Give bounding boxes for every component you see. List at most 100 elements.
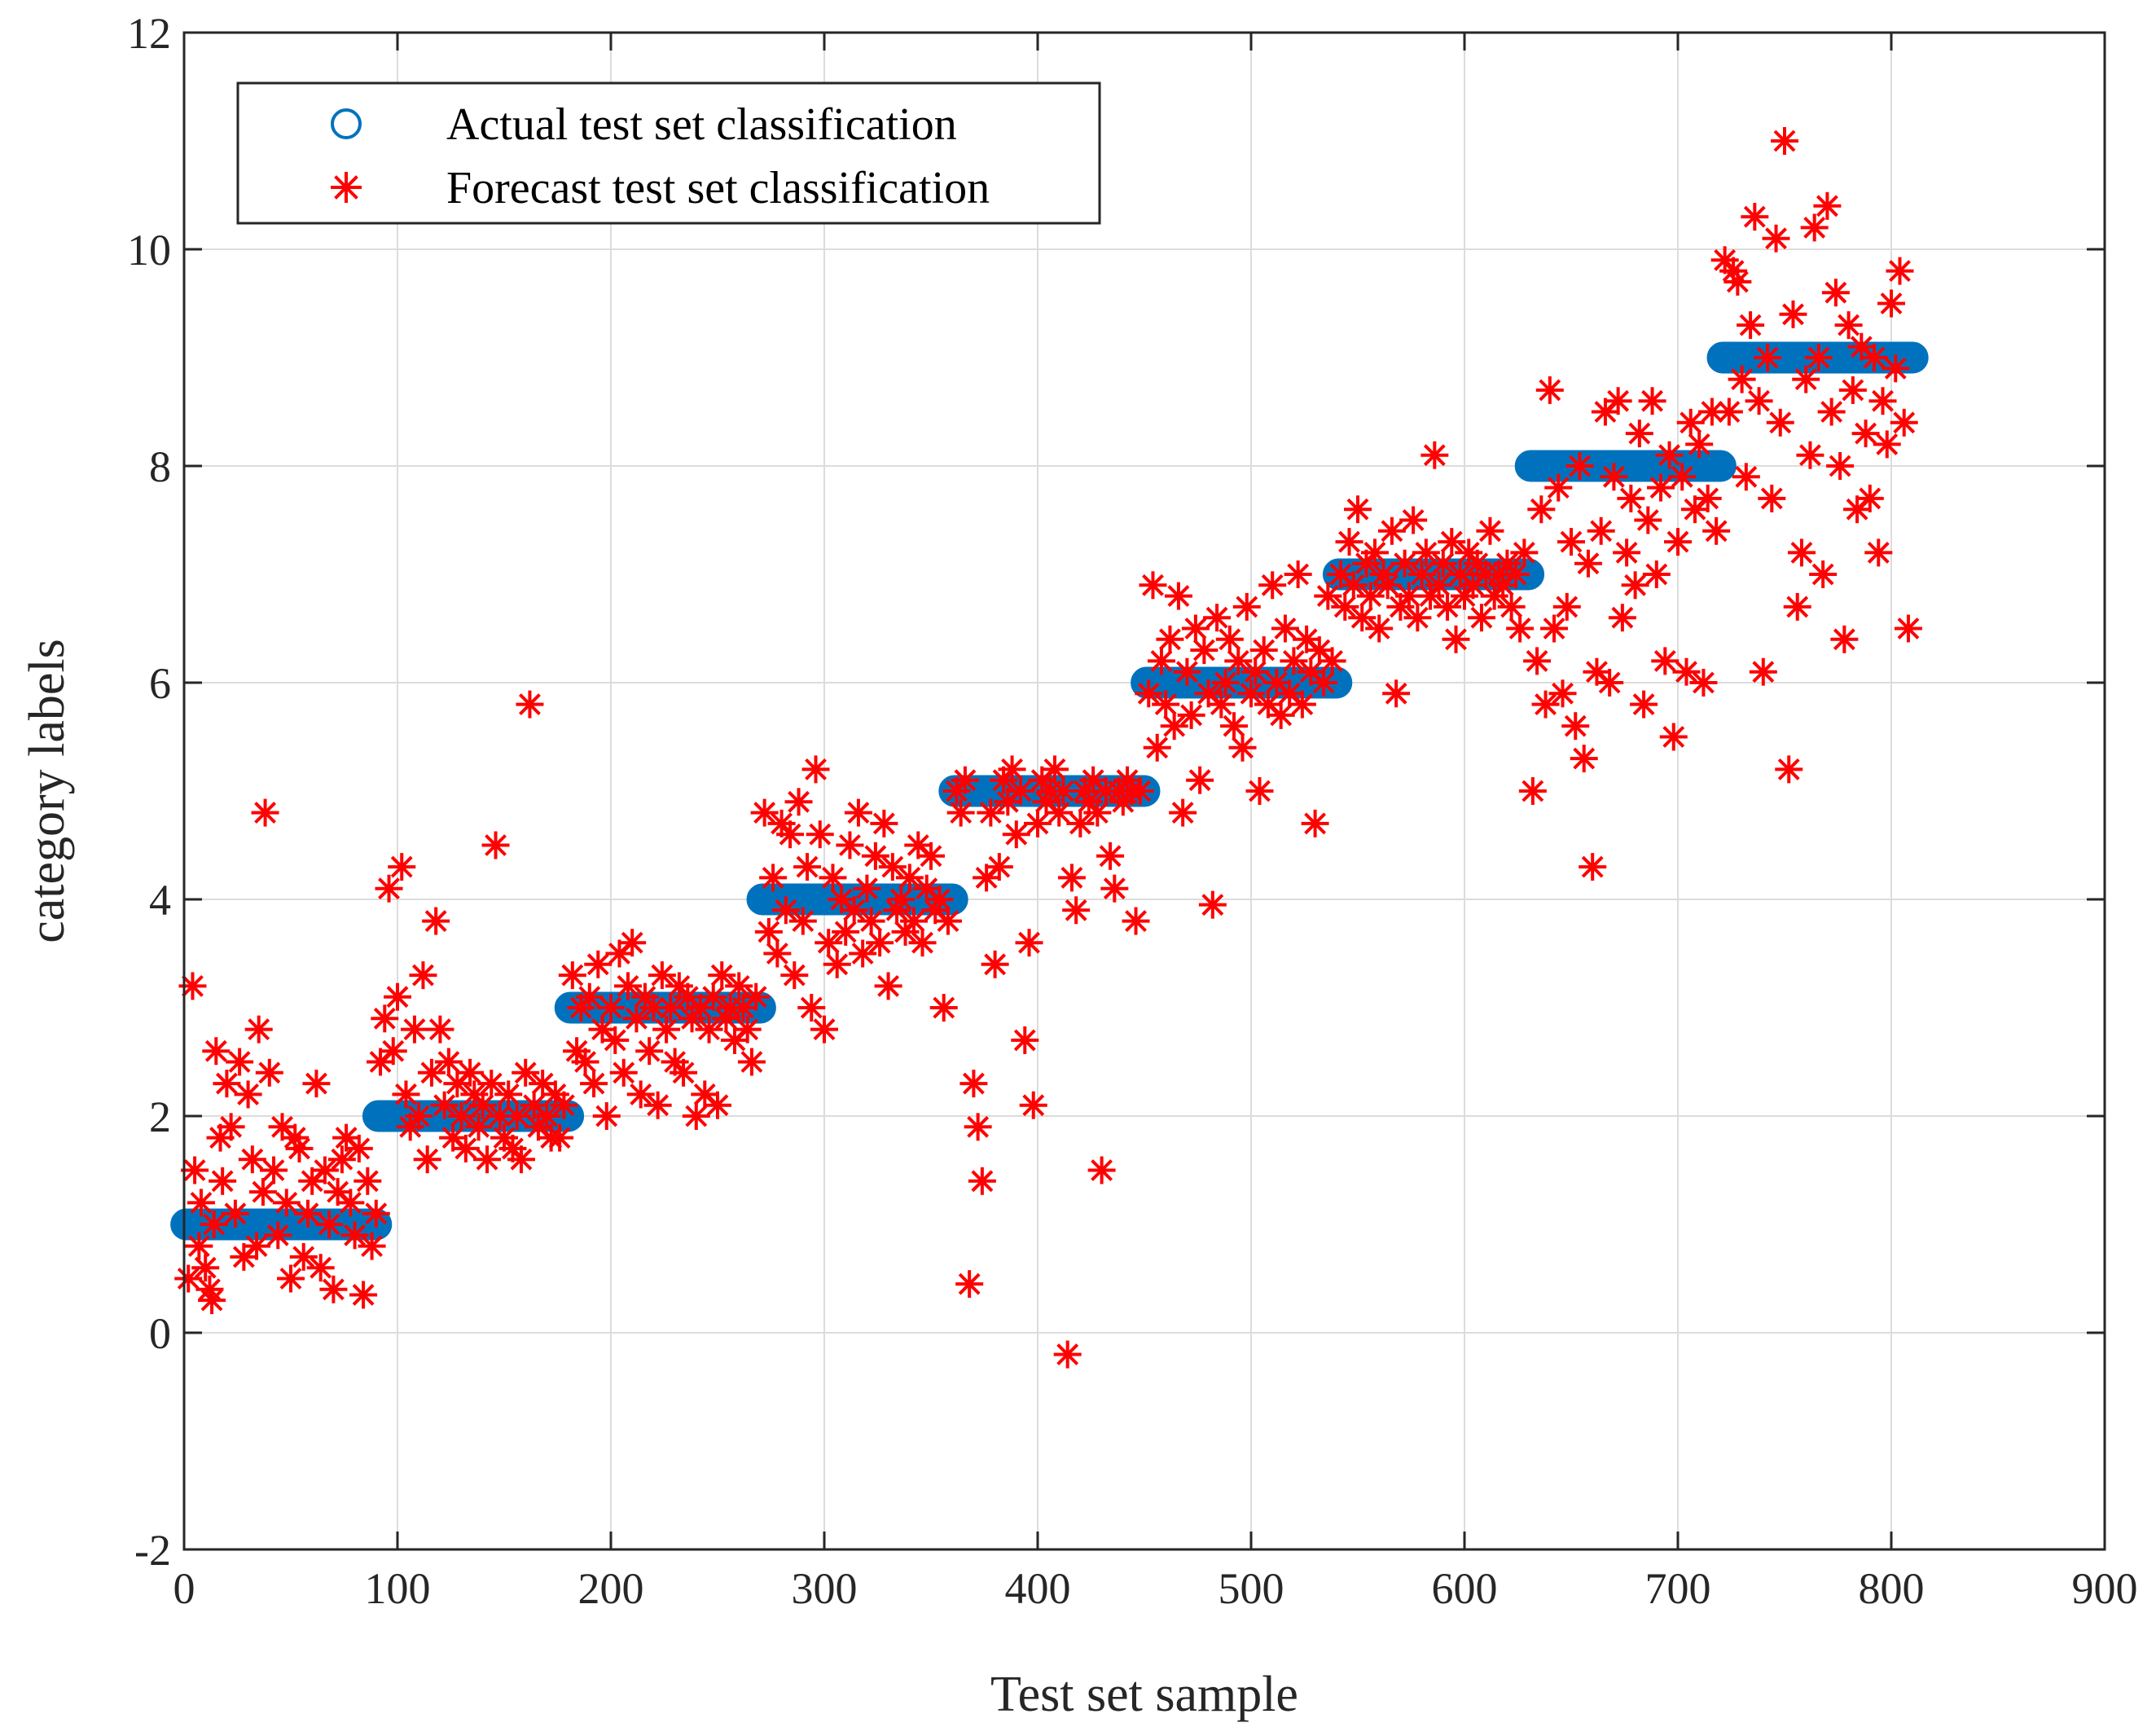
forecast-point xyxy=(213,1070,241,1098)
forecast-point xyxy=(1164,582,1192,610)
forecast-point xyxy=(1271,614,1299,643)
x-tick-label: 700 xyxy=(1645,1564,1711,1613)
forecast-point xyxy=(1659,723,1688,751)
forecast-point xyxy=(1215,625,1244,653)
forecast-point xyxy=(998,755,1026,784)
forecast-point xyxy=(187,1189,215,1217)
forecast-point xyxy=(1147,647,1175,675)
actual-point xyxy=(1704,450,1737,482)
forecast-point xyxy=(1647,473,1675,502)
forecast-point xyxy=(379,1037,407,1066)
forecast-point xyxy=(1228,733,1257,762)
forecast-point xyxy=(840,896,868,925)
forecast-point xyxy=(198,1286,226,1315)
forecast-point xyxy=(400,1015,428,1044)
forecast-point xyxy=(981,950,1009,978)
forecast-point xyxy=(392,1080,420,1109)
forecast-point xyxy=(1557,528,1585,556)
forecast-point xyxy=(959,1070,988,1098)
forecast-point xyxy=(1587,516,1615,545)
y-tick-label: 2 xyxy=(149,1092,171,1141)
forecast-point xyxy=(815,929,843,957)
forecast-point xyxy=(733,1015,762,1044)
forecast-point xyxy=(656,994,685,1022)
forecast-point xyxy=(456,1058,485,1087)
forecast-point xyxy=(1506,614,1535,643)
forecast-point xyxy=(648,961,676,990)
forecast-point xyxy=(1697,398,1726,426)
forecast-point xyxy=(226,1048,254,1076)
forecast-point xyxy=(1501,560,1530,588)
legend: Actual test set classification Forecast … xyxy=(236,81,1101,225)
forecast-point xyxy=(1882,354,1910,383)
forecast-point xyxy=(1203,604,1232,632)
forecast-point xyxy=(1754,344,1782,371)
forecast-point xyxy=(1241,657,1270,686)
forecast-point xyxy=(784,788,813,816)
forecast-point xyxy=(776,820,805,849)
forecast-point xyxy=(477,1070,506,1098)
forecast-point xyxy=(1318,647,1346,675)
forecast-point xyxy=(1565,452,1594,480)
forecast-point xyxy=(1156,625,1184,653)
forecast-point xyxy=(584,950,613,978)
forecast-point xyxy=(1868,387,1897,415)
forecast-point xyxy=(810,1015,838,1044)
forecast-point xyxy=(985,853,1013,881)
forecast-point xyxy=(336,1189,365,1217)
forecast-point xyxy=(447,1102,476,1130)
forecast-point xyxy=(1497,592,1526,621)
forecast-point xyxy=(1053,1340,1082,1369)
forecast-point xyxy=(1403,604,1432,632)
forecast-point xyxy=(1007,777,1035,805)
x-tick-label: 500 xyxy=(1219,1564,1284,1613)
forecast-point xyxy=(1344,495,1372,524)
forecast-point xyxy=(1126,777,1154,805)
forecast-point xyxy=(1860,344,1889,371)
forecast-point xyxy=(255,1058,283,1087)
y-tick-label: 4 xyxy=(149,876,171,925)
y-tick-label: 12 xyxy=(127,9,171,58)
forecast-point xyxy=(1800,213,1829,242)
y-axis-title: category labels xyxy=(20,639,75,943)
forecast-point xyxy=(704,1091,731,1119)
forecast-point xyxy=(1552,592,1581,621)
x-tick-label: 600 xyxy=(1432,1564,1498,1613)
forecast-point xyxy=(1467,604,1495,632)
forecast-point xyxy=(1689,669,1718,697)
forecast-point xyxy=(264,1221,292,1250)
forecast-point xyxy=(832,917,860,946)
forecast-point xyxy=(819,864,847,892)
forecast-point xyxy=(575,982,604,1011)
x-tick-label: 800 xyxy=(1859,1564,1925,1613)
forecast-point xyxy=(1821,279,1850,307)
forecast-point xyxy=(221,1199,249,1228)
forecast-point xyxy=(1139,571,1167,600)
forecast-point xyxy=(1284,560,1312,588)
forecast-point xyxy=(375,874,403,903)
forecast-point xyxy=(1173,657,1201,686)
forecast-point xyxy=(494,1080,523,1109)
forecast-point xyxy=(1737,311,1765,340)
forecast-point xyxy=(895,864,924,892)
forecast-point xyxy=(1544,473,1573,502)
forecast-point xyxy=(302,1070,331,1098)
forecast-point xyxy=(1062,896,1091,925)
forecast-point xyxy=(742,982,771,1011)
forecast-point xyxy=(1548,679,1577,708)
forecast-point xyxy=(1019,1091,1047,1119)
forecast-point xyxy=(1630,690,1658,719)
forecast-point xyxy=(1237,679,1265,708)
forecast-point xyxy=(1280,647,1308,675)
forecast-point xyxy=(639,994,668,1022)
forecast-point xyxy=(1600,463,1628,491)
forecast-point xyxy=(1066,809,1095,837)
forecast-point xyxy=(670,1058,698,1087)
forecast-point xyxy=(682,1102,710,1130)
forecast-point xyxy=(1668,463,1697,491)
forecast-point xyxy=(1685,430,1714,459)
forecast-point xyxy=(1249,636,1278,665)
forecast-point xyxy=(1087,1156,1116,1184)
forecast-point xyxy=(1083,798,1112,827)
legend-box xyxy=(236,81,1101,225)
